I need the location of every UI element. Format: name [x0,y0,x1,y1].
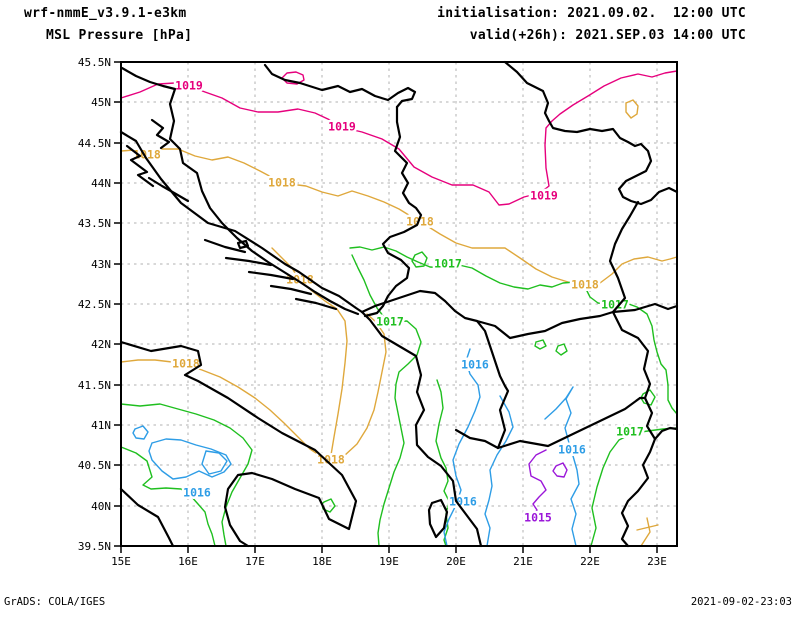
map-border-line [269,284,313,296]
map-border-line [294,297,338,311]
y-axis-tick-label: 40N [91,500,111,513]
coastlines-and-borders [119,60,679,548]
contour-label-1017: 1017 [434,257,462,271]
map-border-line [224,256,273,267]
y-axis-tick-label: 41.5N [78,379,111,392]
initialisation-time: initialisation: 2021.09.02. 12:00 UTC [437,6,746,21]
contour-1015 [528,449,568,518]
map-border-line [236,239,250,250]
map-border-line [119,340,358,548]
contour-label-1018: 1018 [286,273,314,287]
y-axis-tick-label: 44N [91,177,111,190]
map-border-line [454,428,500,450]
grads-credit: GrADS: COLA/IGES [4,596,106,608]
map-border-line [503,60,679,206]
contour-label-1018: 1018 [571,278,599,292]
map-border-line [427,498,449,539]
y-axis-tick-label: 40.5N [78,459,111,472]
map-border-line [203,238,247,254]
contour-label-1019: 1019 [175,79,203,93]
map-border-line [263,63,417,109]
map-border-line [147,176,190,203]
contour-label-1019: 1019 [328,120,356,134]
contour-label-1018: 1018 [317,453,345,467]
map-border-line [363,105,423,318]
x-axis-tick-label: 21E [513,555,533,568]
y-axis-tick-label: 45N [91,96,111,109]
map-border-line [120,66,360,316]
x-axis-tick-label: 19E [379,555,399,568]
x-axis-tick-label: 17E [245,555,265,568]
pressure-contours [120,70,678,547]
y-axis-tick-label: 44.5N [78,137,111,150]
map-border-line [247,270,295,281]
map-border-line [620,437,657,548]
contour-label-1016: 1016 [461,358,489,372]
map-border-line [150,118,171,150]
y-axis-tick-label: 42N [91,338,111,351]
map-border-line [119,130,483,548]
map-border-line [475,319,510,450]
map-border-line [608,200,640,314]
grid-lines [121,62,677,546]
map-border-line [360,289,679,340]
y-axis-tick-label: 41N [91,419,111,432]
contour-1018 [120,99,678,547]
map-border-line [125,144,155,188]
y-axis-tick-label: 42.5N [78,298,111,311]
contour-1017 [120,246,678,547]
contour-1019 [120,70,678,206]
axis-ticks-and-labels: 15E 16E 17E 18E 19E 20E 21E 22E 23E 45.5N 45N 44.5N… [78,56,667,568]
x-axis-tick-label: 16E [178,555,198,568]
valid-time: valid(+26h): 2021.SEP.03 14:00 UTC [469,28,746,43]
map-border-line [496,396,642,450]
contour-label-1018: 1018 [406,215,434,229]
y-axis-tick-label: 39.5N [78,540,111,553]
y-axis-tick-label: 43.5N [78,217,111,230]
y-axis-tick-label: 43N [91,258,111,271]
contour-label-1016: 1016 [449,495,477,509]
map-border-line [119,487,175,548]
contour-1016 [132,348,580,547]
y-axis-tick-label: 45.5N [78,56,111,69]
contour-label-1017: 1017 [376,315,404,329]
contour-label-1017: 1017 [616,425,644,439]
contour-label-1018: 1018 [268,176,296,190]
contour-label-1018: 1018 [133,148,161,162]
x-axis-tick-label: 22E [580,555,600,568]
contour-label-1016: 1016 [183,486,211,500]
model-title: wrf-nmmE_v3.9.1-e3km [24,6,187,21]
x-axis-tick-label: 15E [111,555,131,568]
map-border-line [611,310,652,400]
x-axis-tick-label: 20E [446,555,466,568]
contour-labels: 1019101910191018101810181018101810181018… [131,76,647,527]
x-axis-tick-label: 23E [647,555,667,568]
contour-label-1019: 1019 [530,189,558,203]
creation-timestamp: 2021-09-02-23:03 [690,596,792,608]
contour-label-1015: 1015 [524,511,552,525]
contour-label-1016: 1016 [558,443,586,457]
field-title: MSL Pressure [hPa] [46,28,193,43]
x-axis-tick-label: 18E [312,555,332,568]
